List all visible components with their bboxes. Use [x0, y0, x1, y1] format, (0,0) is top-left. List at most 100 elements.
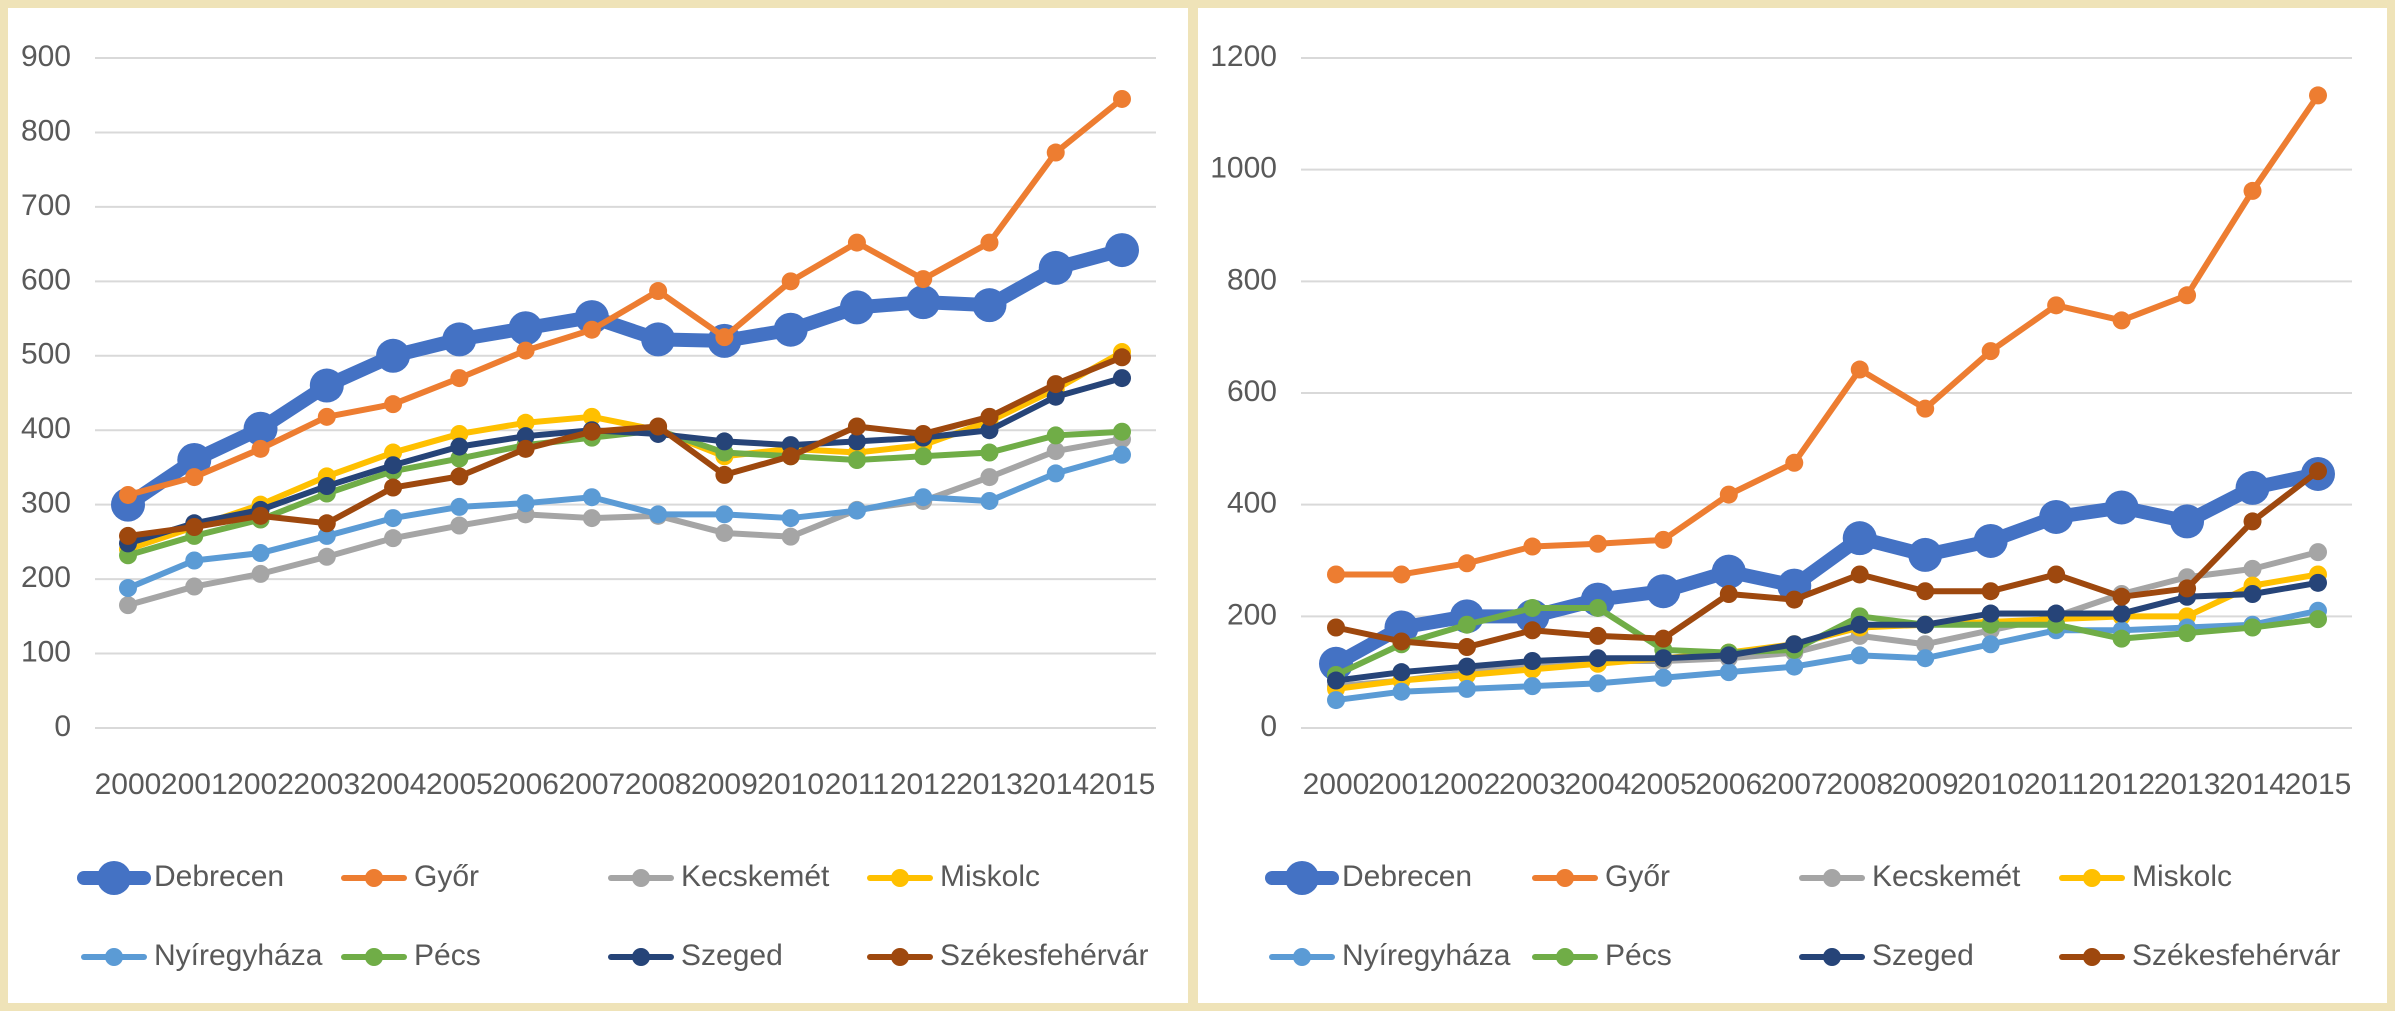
x-tick-label: 2001	[1368, 768, 1435, 801]
series-marker	[450, 424, 469, 443]
series-marker	[185, 468, 204, 487]
series-marker	[1392, 682, 1411, 701]
series-marker	[1588, 626, 1607, 645]
series-marker	[317, 526, 336, 545]
series-marker	[1113, 348, 1131, 367]
series-marker	[1711, 554, 1746, 589]
series-marker	[2243, 512, 2262, 531]
series-marker	[2243, 559, 2262, 578]
series-marker	[649, 505, 668, 524]
series-marker	[582, 509, 601, 528]
series-marker	[1392, 632, 1411, 651]
series-marker	[1916, 635, 1935, 654]
series-marker	[715, 465, 734, 484]
series-marker	[1842, 521, 1877, 556]
series-marker	[2309, 543, 2327, 562]
series-marker	[2170, 504, 2205, 539]
series-marker	[1785, 657, 1804, 676]
series-marker	[1327, 691, 1345, 710]
x-tick-label: 2004	[1564, 768, 1631, 801]
series-marker	[2309, 86, 2327, 105]
series-marker	[309, 368, 344, 403]
series-line	[125, 354, 1125, 539]
series-marker	[1457, 657, 1476, 676]
x-tick-label: 2003	[293, 768, 360, 801]
series-marker	[317, 477, 336, 496]
series-marker	[1654, 668, 1673, 687]
series-marker	[1523, 621, 1542, 640]
series-marker	[914, 424, 933, 443]
series-marker	[2112, 587, 2131, 606]
legend-label: Székesfehérvár	[940, 939, 1148, 972]
series-marker	[847, 432, 866, 451]
series-marker	[847, 501, 866, 520]
series-marker	[1973, 523, 2008, 558]
series-marker	[1523, 537, 1542, 556]
series-marker	[1523, 598, 1542, 617]
series-marker	[450, 369, 469, 388]
series-marker	[1916, 649, 1935, 668]
series-line	[125, 436, 1125, 609]
series-marker	[1113, 89, 1131, 108]
x-tick-label: 2015	[1089, 768, 1156, 801]
series-marker	[1392, 663, 1411, 682]
series-marker	[2047, 565, 2066, 584]
series-marker	[2309, 610, 2327, 629]
legend-marker	[632, 948, 650, 966]
series-marker	[847, 233, 866, 252]
x-tick-label: 2010	[1957, 768, 2024, 801]
series-marker	[582, 422, 601, 441]
series-marker	[914, 270, 933, 289]
legend-marker	[365, 948, 383, 966]
series-marker	[185, 518, 204, 536]
series-marker	[1916, 615, 1935, 634]
series-marker	[1981, 604, 2000, 623]
series-marker	[1457, 554, 1476, 573]
series-marker	[1046, 442, 1065, 461]
y-tick-label: 800	[1227, 263, 1277, 296]
series-marker	[2243, 181, 2262, 200]
y-tick-label: 400	[1227, 487, 1277, 520]
series-marker	[1850, 615, 1869, 634]
x-tick-label: 2011	[2024, 768, 2089, 801]
x-tick-label: 2007	[558, 768, 625, 801]
series-marker	[980, 443, 999, 462]
series-marker	[1850, 360, 1869, 379]
legend-label: Debrecen	[154, 860, 284, 893]
legend-label: Nyíregyháza	[1342, 939, 1511, 972]
series-marker	[1113, 369, 1131, 388]
y-tick-label: 1200	[1210, 40, 1277, 73]
legend-marker	[1285, 861, 1319, 895]
series-marker	[1046, 375, 1065, 394]
series-marker	[2039, 499, 2074, 534]
series-marker	[2112, 604, 2131, 623]
series-marker	[2047, 604, 2066, 623]
series-marker	[781, 447, 800, 466]
series-marker	[185, 577, 204, 596]
series-marker	[980, 468, 999, 487]
legend-marker	[891, 948, 909, 966]
x-tick-label: 2015	[2285, 768, 2352, 801]
legend-marker	[105, 948, 123, 966]
legend-label: Szeged	[681, 939, 783, 972]
series-marker	[1785, 590, 1804, 609]
y-tick-label: 500	[21, 338, 71, 371]
series-marker	[715, 523, 734, 542]
series-marker	[773, 312, 808, 347]
series-line	[121, 243, 1129, 512]
series-marker	[2243, 585, 2262, 603]
series-marker	[384, 395, 403, 414]
y-tick-label: 700	[21, 189, 71, 222]
series-marker	[1654, 649, 1673, 668]
series-marker	[1046, 143, 1065, 162]
series-marker	[243, 411, 278, 446]
series-marker	[2112, 311, 2131, 330]
series-marker	[2047, 296, 2066, 315]
series-marker	[1327, 671, 1345, 690]
legend-label: Nyíregyháza	[154, 939, 323, 972]
series-marker	[980, 407, 999, 426]
legend-label: Debrecen	[1342, 860, 1472, 893]
x-tick-label: 2003	[1499, 768, 1566, 801]
legend-label: Kecskemét	[1872, 860, 2021, 893]
y-tick-label: 300	[21, 487, 71, 520]
